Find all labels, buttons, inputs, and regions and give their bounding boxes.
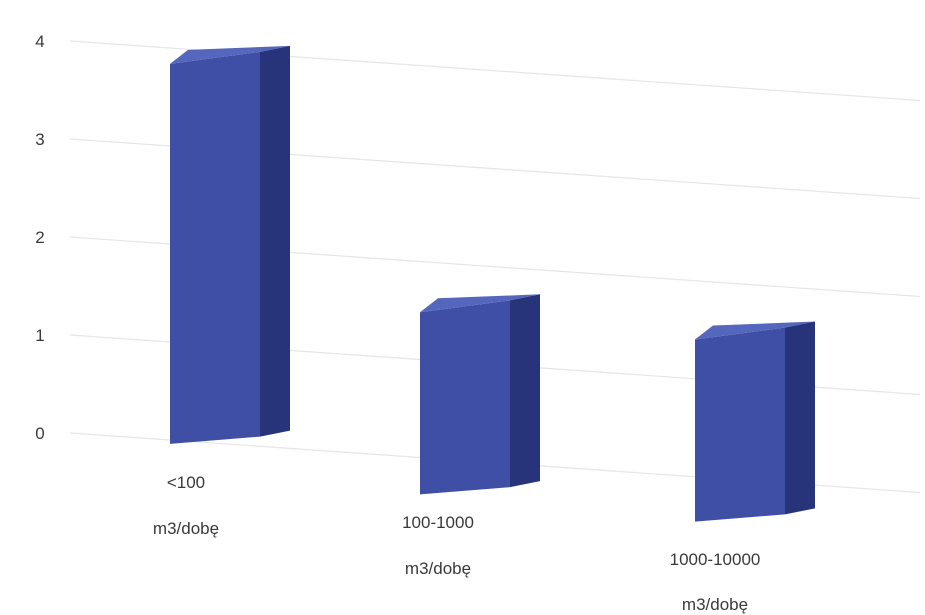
y-axis-ticks: 0 1 2 3 4 xyxy=(35,32,44,443)
y-tick-label: 3 xyxy=(35,130,44,149)
category-unit-label: m3/dobę xyxy=(153,519,219,538)
bar-front-face xyxy=(420,300,510,495)
bar-side-face xyxy=(785,321,815,515)
x-axis-labels: <100 m3/dobę 100-1000 m3/dobę 1000-10000 m3/d… xyxy=(153,473,760,614)
bars xyxy=(170,45,815,522)
bar xyxy=(170,45,290,444)
bar-side-face xyxy=(260,45,290,437)
bar-side-face xyxy=(510,294,540,488)
category-range-label: 100-1000 xyxy=(402,513,474,532)
x-category-label: <100 m3/dobę xyxy=(153,473,219,538)
y-tick-label: 4 xyxy=(35,32,44,51)
category-unit-label: m3/dobę xyxy=(682,595,748,614)
bar-top-face xyxy=(420,294,540,313)
bar-top-face xyxy=(695,321,815,340)
y-tick-label: 2 xyxy=(35,228,44,247)
bar xyxy=(420,294,540,495)
category-range-label: 1000-10000 xyxy=(670,550,761,569)
bar-front-face xyxy=(695,327,785,522)
bar-front-face xyxy=(170,51,260,444)
x-category-label: 100-1000 m3/dobę xyxy=(402,513,474,578)
x-category-label: 1000-10000 m3/dobę xyxy=(670,550,761,614)
bar-top-face xyxy=(170,45,290,64)
category-range-label: <100 xyxy=(167,473,205,492)
category-unit-label: m3/dobę xyxy=(405,559,471,578)
y-tick-label: 0 xyxy=(35,424,44,443)
bar xyxy=(695,321,815,522)
y-tick-label: 1 xyxy=(35,326,44,345)
